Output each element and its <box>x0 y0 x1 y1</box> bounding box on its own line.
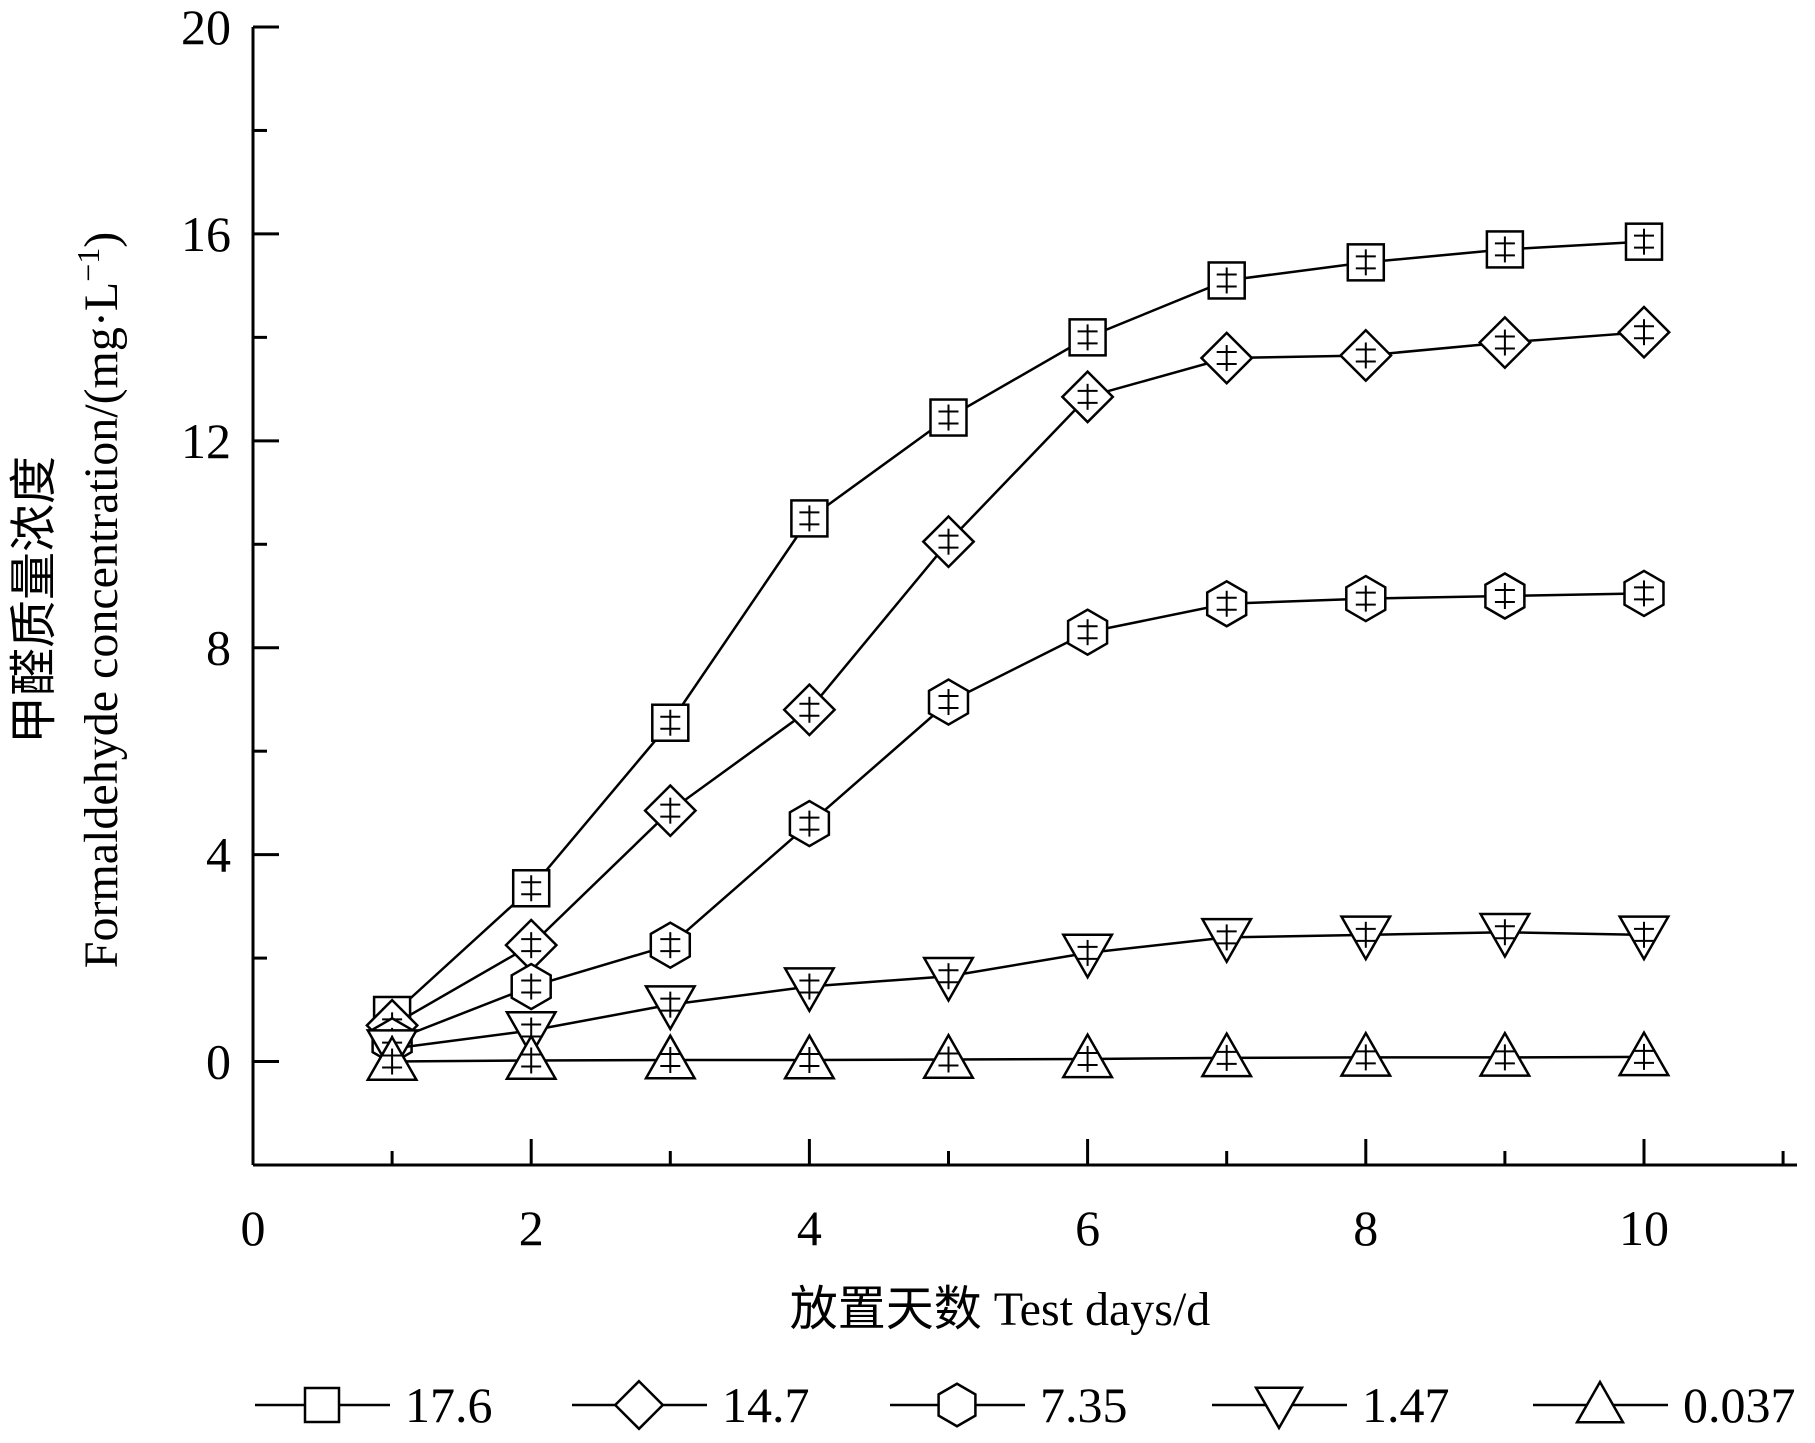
y-axis-title-superscript: −1 <box>70 248 106 282</box>
legend-marker <box>303 1386 341 1424</box>
error-bar <box>1633 921 1654 948</box>
error-bar <box>1355 249 1376 276</box>
series-group <box>365 222 1671 1082</box>
error-bar <box>799 810 820 837</box>
series-square <box>372 222 1664 1035</box>
legend: 17.6 14.7 7.35 1.47 0.037 <box>255 1377 1796 1433</box>
error-bar <box>1077 619 1098 646</box>
x-tick-label: 2 <box>519 1200 544 1256</box>
legend-marker <box>1574 1379 1626 1424</box>
error-bar <box>1633 319 1654 346</box>
legend-label: 7.35 <box>1040 1377 1128 1433</box>
error-bar <box>1355 585 1376 612</box>
y-tick-label: 16 <box>181 206 231 262</box>
error-bar <box>1216 1044 1237 1071</box>
error-bar <box>938 404 959 431</box>
error-bar <box>1077 324 1098 351</box>
y-axis-title-main: Formaldehyde concentration/(mg·L <box>75 282 128 968</box>
error-bar <box>1216 345 1237 372</box>
y-tick-label: 4 <box>206 827 231 883</box>
error-bar <box>1216 590 1237 617</box>
series-triangle-down <box>365 912 1671 1076</box>
error-bar <box>938 963 959 990</box>
error-bar <box>1494 236 1515 263</box>
series-hexagon <box>371 569 1665 1065</box>
y-axis-title-en: Formaldehyde concentration/(mg·L−1) <box>70 232 128 968</box>
x-axis-title: 放置天数 Test days/d <box>790 1283 1211 1336</box>
error-bar <box>1077 383 1098 410</box>
error-bar <box>799 1046 820 1073</box>
legend-label: 1.47 <box>1362 1377 1450 1433</box>
y-tick-label: 8 <box>206 620 231 676</box>
error-bar <box>660 797 681 824</box>
legend-item: 0.037 <box>1533 1377 1796 1433</box>
series-triangle-up <box>365 1030 1671 1082</box>
error-bar <box>1494 1044 1515 1071</box>
legend-item: 7.35 <box>890 1377 1128 1433</box>
error-bar <box>521 932 542 959</box>
error-bar <box>938 1046 959 1073</box>
error-bar <box>1633 228 1654 255</box>
error-bar <box>521 973 542 1000</box>
marker-square <box>303 1386 341 1424</box>
error-bar <box>521 1047 542 1074</box>
x-tick-label: 8 <box>1353 1200 1378 1256</box>
error-bar <box>799 973 820 1000</box>
error-bar <box>799 505 820 532</box>
series-line <box>391 592 1645 1043</box>
error-bar <box>660 932 681 959</box>
marker-diamond <box>613 1379 665 1431</box>
error-bar <box>938 689 959 716</box>
legend-marker <box>613 1379 665 1431</box>
error-bar <box>1216 267 1237 294</box>
error-bar <box>660 991 681 1018</box>
error-bar <box>1355 342 1376 369</box>
x-tick-label: 6 <box>1075 1200 1100 1256</box>
error-bar <box>1355 921 1376 948</box>
y-axis-title-cn: 甲醛质量浓度 <box>8 456 61 744</box>
error-bar <box>521 875 542 902</box>
error-bar <box>1494 329 1515 356</box>
error-bar <box>1355 1044 1376 1071</box>
error-bar <box>799 696 820 723</box>
error-bar <box>1494 583 1515 609</box>
error-bar <box>1633 1043 1654 1070</box>
series-line <box>392 1055 1644 1063</box>
legend-marker <box>1253 1386 1305 1431</box>
y-tick-label: 20 <box>181 0 231 55</box>
error-bar <box>1077 939 1098 966</box>
y-tick-label: 0 <box>206 1034 231 1090</box>
series-diamond <box>365 305 1671 1053</box>
y-axis-title-close: ) <box>75 232 128 248</box>
error-bar <box>660 709 681 736</box>
error-bar <box>1633 580 1654 607</box>
y-tick-label: 12 <box>181 413 231 469</box>
x-tick-label: 0 <box>241 1200 266 1256</box>
marker-hexagon <box>937 1382 977 1428</box>
legend-item: 17.6 <box>255 1377 493 1433</box>
error-bar <box>660 1046 681 1073</box>
error-bar <box>1216 924 1237 951</box>
legend-label: 14.7 <box>722 1377 810 1433</box>
legend-item: 14.7 <box>572 1377 810 1433</box>
legend-marker <box>937 1382 977 1428</box>
error-bar <box>938 528 959 555</box>
marker-triangle-down <box>1253 1386 1305 1431</box>
series-line <box>391 330 1645 1027</box>
legend-item: 1.47 <box>1212 1377 1450 1433</box>
error-bar <box>1077 1045 1098 1072</box>
legend-label: 17.6 <box>405 1377 493 1433</box>
series-line <box>391 930 1645 1050</box>
x-tick-label: 10 <box>1619 1200 1669 1256</box>
legend-label: 0.037 <box>1683 1377 1796 1433</box>
error-bar <box>382 1048 403 1075</box>
error-bar <box>1494 919 1515 946</box>
x-tick-label: 4 <box>797 1200 822 1256</box>
marker-triangle-up <box>1574 1379 1626 1424</box>
series-line <box>391 240 1645 1016</box>
